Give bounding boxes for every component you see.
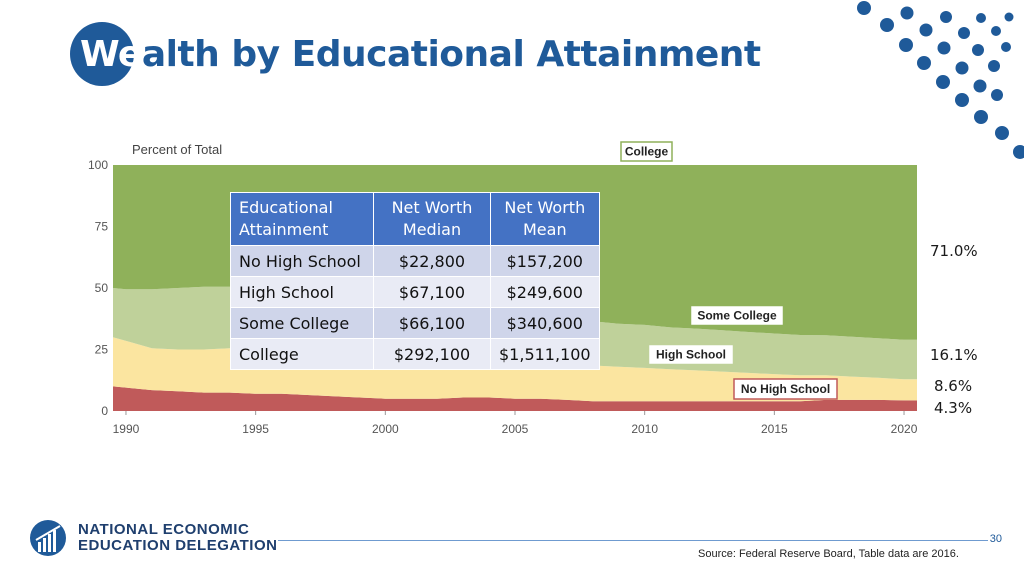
source-note: Source: Federal Reserve Board, Table dat… xyxy=(698,548,959,560)
y-tick-label: 0 xyxy=(101,404,108,418)
cell-mean: $1,511,100 xyxy=(490,338,600,370)
x-tick-label: 2000 xyxy=(372,422,399,436)
annotation-no-high-school: No High School xyxy=(733,378,838,400)
annotation-label: No High School xyxy=(741,382,830,396)
x-tick-label: 2010 xyxy=(631,422,658,436)
cell-mean: $340,600 xyxy=(490,307,600,339)
label-no-high-school-pct: 4.3% xyxy=(934,399,973,417)
table-header-row: Educational Attainment Net Worth Median … xyxy=(230,192,600,246)
footer-divider xyxy=(278,540,988,541)
header-median: Net Worth Median xyxy=(373,192,491,246)
label-college-pct: 71.0% xyxy=(930,242,978,260)
table-row: Some College $66,100 $340,600 xyxy=(230,307,600,339)
page-title: Wealth by Educational Attainment xyxy=(80,34,761,75)
x-tick-label: 2020 xyxy=(891,422,918,436)
cell-median: $67,100 xyxy=(373,276,491,308)
logo-text: NATIONAL ECONOMIC EDUCATION DELEGATION xyxy=(78,522,277,554)
cell-attainment: High School xyxy=(230,276,374,308)
y-axis-label: Percent of Total xyxy=(132,142,222,157)
cell-mean: $249,600 xyxy=(490,276,600,308)
x-tick-label: 1990 xyxy=(113,422,140,436)
cell-attainment: Some College xyxy=(230,307,374,339)
cell-mean: $157,200 xyxy=(490,245,600,277)
x-tick-label: 2005 xyxy=(502,422,529,436)
label-some-college-pct: 16.1% xyxy=(930,346,978,364)
x-tick-label: 2015 xyxy=(761,422,788,436)
y-axis-ticks: 0 25 50 75 100 xyxy=(88,158,108,418)
annotation-box xyxy=(733,378,838,400)
cell-median: $66,100 xyxy=(373,307,491,339)
logo-icon xyxy=(30,520,66,556)
cell-median: $292,100 xyxy=(373,338,491,370)
annotation-some-college: Some College xyxy=(691,306,783,325)
logo-line-1: NATIONAL ECONOMIC xyxy=(78,521,250,538)
label-high-school-pct: 8.6% xyxy=(934,377,973,395)
annotation-college: College xyxy=(620,141,673,162)
title-lead: We xyxy=(80,34,142,75)
cell-median: $22,800 xyxy=(373,245,491,277)
header-attainment: Educational Attainment xyxy=(230,192,374,246)
annotation-box xyxy=(620,141,673,162)
title-rest: alth by Educational Attainment xyxy=(141,34,761,75)
table-row: College $292,100 $1,511,100 xyxy=(230,338,600,370)
annotation-box xyxy=(649,345,733,364)
annotation-box xyxy=(691,306,783,325)
y-tick-label: 100 xyxy=(88,158,108,172)
y-tick-label: 50 xyxy=(95,281,109,295)
annotation-label: High School xyxy=(656,348,726,362)
y-tick-label: 75 xyxy=(95,220,109,234)
cell-attainment: College xyxy=(230,338,374,370)
page-number: 30 xyxy=(989,533,1002,545)
title-circle xyxy=(70,22,134,86)
annotation-label: College xyxy=(625,145,669,159)
y-tick-label: 25 xyxy=(95,343,109,357)
table-row: No High School $22,800 $157,200 xyxy=(230,245,600,277)
annotation-high-school: High School xyxy=(649,345,733,364)
header-mean: Net Worth Mean xyxy=(490,192,600,246)
table-row: High School $67,100 $249,600 xyxy=(230,276,600,308)
logo-line-2: EDUCATION DELEGATION xyxy=(78,537,278,554)
x-axis-ticks: 1990 1995 2000 2005 2010 2015 2020 xyxy=(113,411,918,436)
chart-annotations: College Some College High School No High Sc… xyxy=(620,141,838,400)
x-tick-label: 1995 xyxy=(242,422,269,436)
net-worth-table: Educational Attainment Net Worth Median … xyxy=(230,192,600,370)
decorative-dots xyxy=(857,1,1024,159)
annotation-label: Some College xyxy=(697,309,777,323)
cell-attainment: No High School xyxy=(230,245,374,277)
